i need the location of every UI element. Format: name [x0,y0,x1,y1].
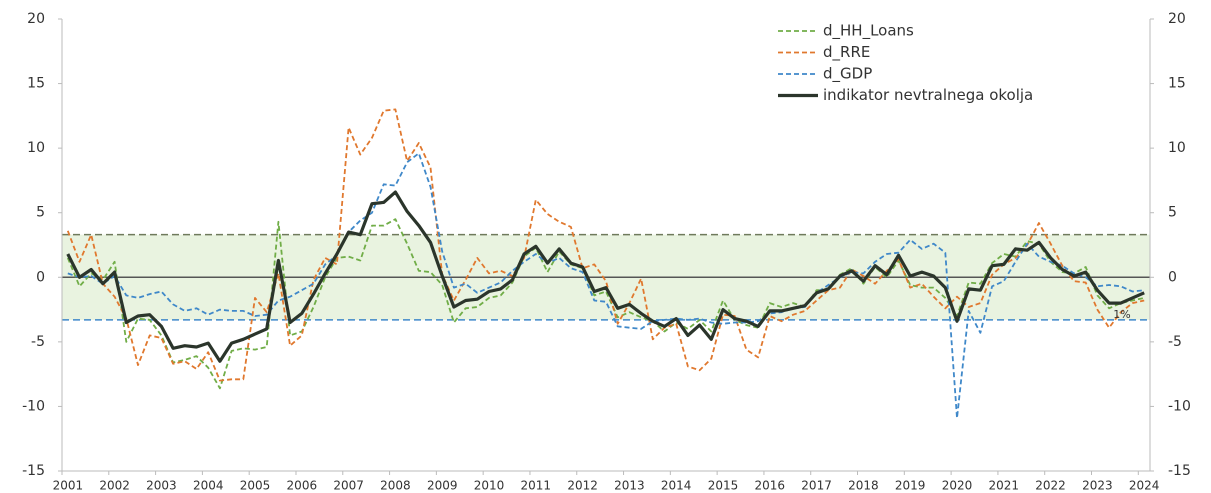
x-tick-label: 2021 [988,479,1019,493]
y-tick-label: -10 [22,398,45,414]
annotation: 1% [1113,308,1130,321]
x-tick-label: 2005 [240,479,271,493]
y-tick-label: 5 [36,205,45,221]
y2-tick-label: -5 [1168,334,1182,350]
x-tick-label: 2017 [801,479,832,493]
legend-label: d_HH_Loans [823,22,914,41]
legend-box [768,18,1008,108]
y2-tick-label: 0 [1168,269,1177,285]
y-tick-label: 0 [36,269,45,285]
x-tick-label: 2020 [942,479,973,493]
y2-tick-label: -15 [1168,463,1191,479]
y2-tick-label: 5 [1168,205,1177,221]
x-tick-label: 2024 [1129,479,1160,493]
x-tick-label: 2008 [380,479,411,493]
y-tick-label: 15 [27,76,45,92]
x-tick-label: 2012 [567,479,598,493]
y-tick-label: -5 [31,334,45,350]
series-line [66,218,1145,390]
y-tick-label: 20 [27,11,45,27]
x-tick-label: 2013 [614,479,645,493]
x-tick-label: 2015 [708,479,739,493]
y2-tick-label: 15 [1168,76,1186,92]
x-tick-label: 2001 [53,479,84,493]
x-tick-label: 2009 [427,479,458,493]
x-tick-label: 2004 [193,479,224,493]
x-tick-label: 2023 [1082,479,1113,493]
legend-label: d_GDP [823,65,872,84]
x-tick-label: 2019 [895,479,926,493]
y2-tick-label: 10 [1168,140,1186,156]
y-tick-label: -15 [22,463,45,479]
legend-label: indikator nevtralnega okolja [823,86,1033,104]
x-tick-label: 2011 [521,479,552,493]
y2-tick-label: 20 [1168,11,1186,27]
x-tick-label: 2016 [755,479,786,493]
x-tick-label: 2006 [287,479,318,493]
x-tick-label: 2022 [1035,479,1066,493]
x-tick-label: 2007 [333,479,364,493]
x-tick-label: 2003 [146,479,177,493]
y2-tick-label: -10 [1168,398,1191,414]
legend-label: d_RRE [823,43,870,62]
y-tick-label: 10 [27,140,45,156]
x-tick-label: 2002 [99,479,130,493]
series-line [66,190,1145,363]
x-tick-label: 2018 [848,479,879,493]
x-tick-label: 2010 [474,479,505,493]
x-tick-label: 2014 [661,479,692,493]
